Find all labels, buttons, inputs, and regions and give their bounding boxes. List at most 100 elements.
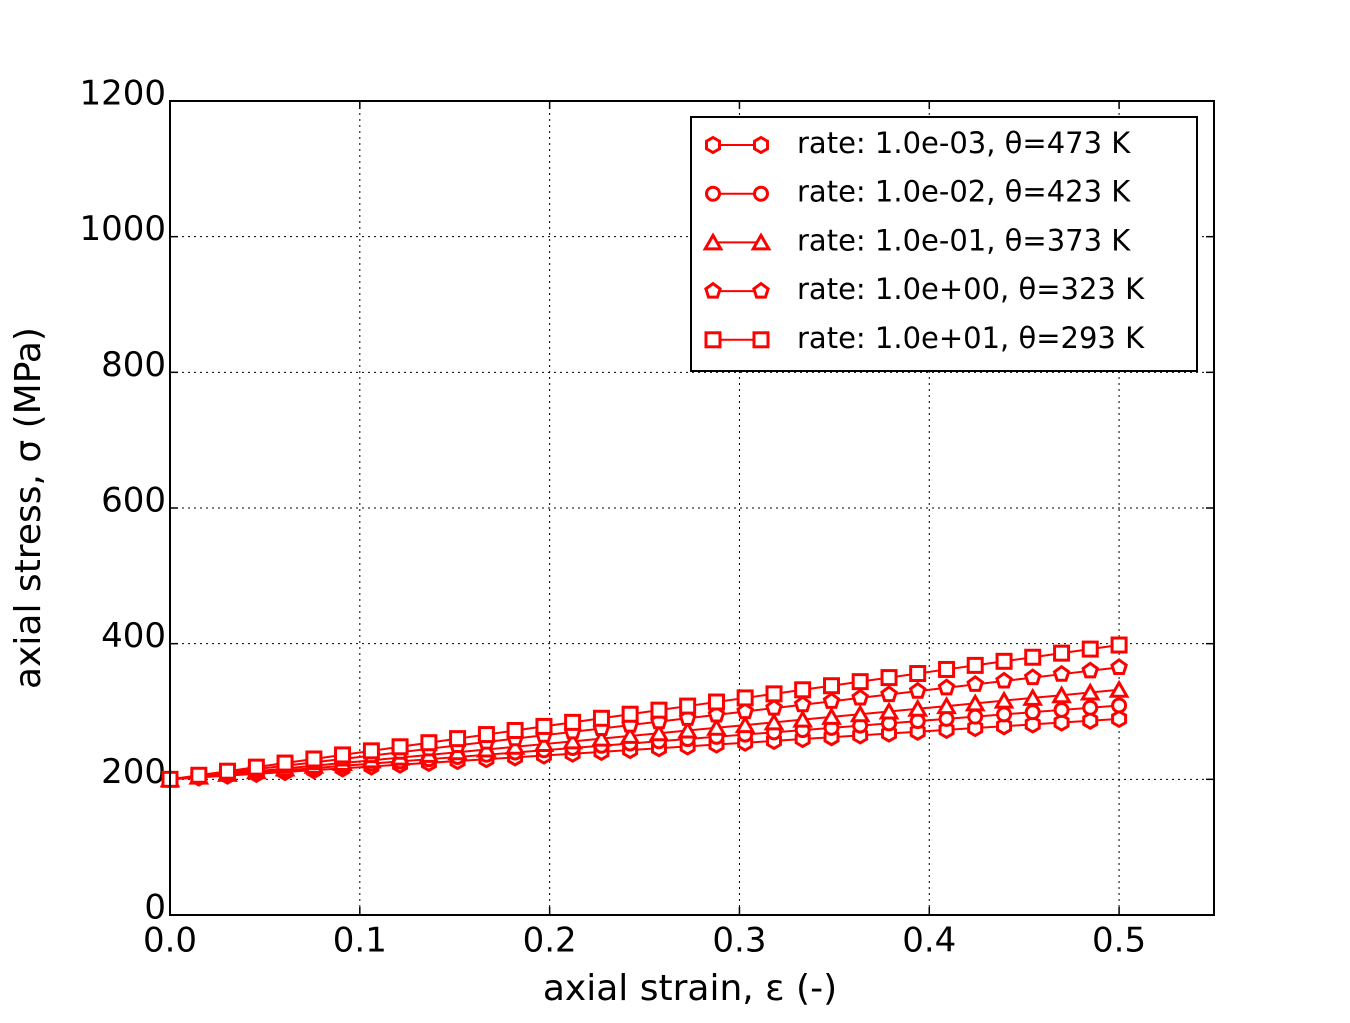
- marker: [533, 734, 555, 753]
- marker: [1024, 648, 1042, 666]
- marker: [334, 746, 352, 764]
- marker: [794, 681, 812, 699]
- marker: [750, 232, 772, 251]
- marker: [1024, 704, 1041, 721]
- marker: [704, 281, 722, 299]
- marker: [966, 675, 985, 692]
- series-line: [169, 666, 1120, 781]
- marker: [995, 671, 1013, 689]
- x-tick-label: 0.3: [712, 921, 766, 961]
- marker: [247, 758, 265, 776]
- legend-label: rate: 1.0e+01, θ=293 K: [797, 321, 1145, 355]
- legend-label: rate: 1.0e-02, θ=423 K: [797, 175, 1131, 209]
- marker: [752, 331, 770, 349]
- marker: [1082, 711, 1099, 730]
- marker: [1108, 679, 1130, 698]
- marker: [535, 717, 553, 735]
- marker: [995, 652, 1013, 670]
- marker: [1079, 682, 1101, 701]
- marker: [705, 135, 721, 155]
- marker: [592, 709, 610, 727]
- marker: [792, 709, 814, 728]
- marker: [707, 693, 725, 711]
- marker: [936, 696, 957, 715]
- marker: [849, 704, 871, 723]
- marker: [821, 706, 842, 725]
- marker: [996, 716, 1013, 736]
- x-tick-label: 0.1: [333, 921, 387, 961]
- marker: [964, 693, 986, 712]
- marker: [966, 656, 984, 674]
- marker: [734, 715, 756, 734]
- marker: [793, 695, 812, 713]
- marker: [1081, 661, 1100, 679]
- marker: [880, 669, 898, 687]
- marker: [1053, 701, 1070, 718]
- marker: [679, 697, 697, 715]
- series-line: [169, 688, 1120, 781]
- marker: [765, 698, 783, 716]
- marker: [420, 734, 438, 752]
- marker: [851, 688, 870, 706]
- marker: [1022, 687, 1044, 706]
- marker: [1053, 713, 1070, 732]
- legend-box: [690, 116, 1198, 372]
- marker: [477, 726, 495, 744]
- marker: [938, 710, 955, 727]
- plot-frame: [169, 100, 1215, 916]
- marker: [908, 681, 927, 699]
- series-line: [169, 644, 1120, 781]
- marker: [1081, 640, 1099, 658]
- marker: [648, 723, 670, 742]
- marker: [736, 702, 755, 720]
- marker: [1024, 715, 1041, 734]
- y-tick-label: 200: [101, 752, 166, 792]
- marker: [938, 660, 956, 678]
- marker: [391, 738, 409, 756]
- marker: [823, 677, 841, 695]
- x-tick-label: 0.2: [523, 921, 577, 961]
- y-tick-label: 800: [101, 345, 166, 385]
- marker: [822, 691, 841, 709]
- marker: [753, 185, 769, 202]
- marker: [305, 750, 323, 768]
- y-tick-label: 600: [101, 481, 166, 521]
- marker: [1023, 668, 1042, 686]
- y-axis-label: axial stress, σ (MPa): [8, 327, 49, 689]
- marker: [704, 331, 722, 349]
- x-tick-label: 0.5: [1092, 921, 1146, 961]
- marker: [506, 721, 524, 739]
- marker: [190, 766, 208, 784]
- series-line: [169, 704, 1120, 781]
- marker: [967, 708, 984, 725]
- marker: [650, 701, 668, 719]
- marker: [752, 281, 770, 299]
- marker: [562, 731, 583, 750]
- marker: [1110, 636, 1128, 654]
- marker: [1052, 664, 1071, 682]
- x-axis-label: axial strain, ε (-): [543, 968, 837, 1009]
- marker: [1111, 697, 1128, 714]
- legend-label: rate: 1.0e-01, θ=373 K: [797, 223, 1131, 257]
- marker: [765, 685, 783, 703]
- marker: [1111, 709, 1128, 729]
- marker: [707, 705, 726, 723]
- marker: [878, 701, 900, 720]
- marker: [449, 730, 467, 748]
- legend-label: rate: 1.0e-03, θ=473 K: [797, 126, 1131, 160]
- x-tick-label: 0.0: [143, 921, 197, 961]
- marker: [753, 135, 769, 155]
- marker: [967, 718, 984, 738]
- marker: [1082, 699, 1099, 716]
- x-tick-label: 0.4: [902, 921, 956, 961]
- marker: [621, 705, 639, 723]
- marker: [362, 742, 380, 760]
- marker: [677, 720, 699, 739]
- legend-label: rate: 1.0e+00, θ=323 K: [797, 272, 1145, 306]
- marker: [564, 713, 582, 731]
- y-tick-label: 0: [144, 888, 166, 928]
- marker: [702, 232, 724, 251]
- marker: [1051, 685, 1072, 704]
- y-tick-label: 1200: [79, 74, 166, 114]
